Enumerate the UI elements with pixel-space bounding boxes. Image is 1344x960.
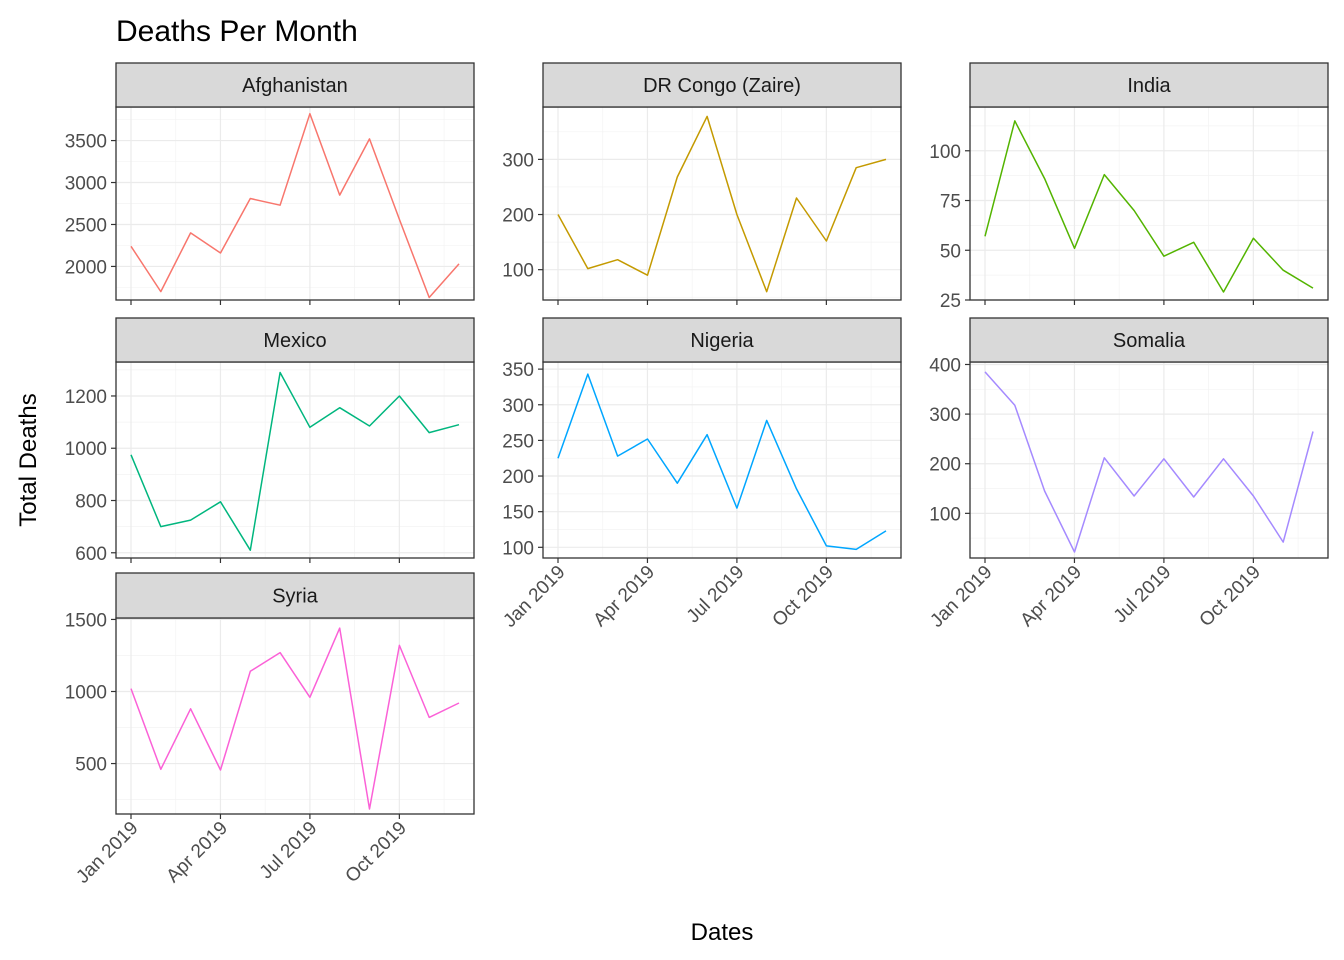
y-tick-label: 100 (502, 538, 534, 559)
y-tick-label: 1200 (65, 387, 107, 408)
x-axis-title: Dates (691, 919, 754, 946)
series-line-dr-congo-zaire (557, 115, 887, 293)
facet-strip (542, 317, 902, 363)
x-tick-label: Oct 2019 (342, 818, 411, 887)
series-line-afghanistan (130, 112, 460, 299)
facet-strip (115, 572, 475, 619)
y-tick-label: 200 (502, 206, 534, 227)
facet-strip (115, 317, 475, 363)
series-line-mexico (130, 371, 460, 551)
x-tick-label: Jul 2019 (256, 818, 322, 884)
panel-background (116, 618, 474, 814)
y-tick-label: 200 (502, 467, 534, 488)
facet-strip (969, 62, 1329, 108)
facet-label: Somalia (1113, 330, 1186, 352)
y-tick-label: 100 (502, 261, 534, 282)
facet-strip (969, 317, 1329, 363)
y-tick-label: 1000 (65, 439, 107, 460)
y-tick-label: 150 (502, 503, 534, 524)
panel-background (543, 107, 901, 300)
y-tick-label: 300 (929, 405, 961, 426)
panel-india: India 25 50 75 100 (929, 62, 1329, 312)
panel-nigeria: Nigeria 100 150 200 250 300 350 Jan 2019 Apr 201… (499, 317, 902, 632)
facet-label: Syria (272, 586, 318, 608)
facet-panels: Afghanistan 2000 2500 3000 3500 DR Congo (Zai… (65, 62, 1329, 888)
facet-label: Afghanistan (242, 75, 348, 97)
x-tick-label: Jan 2019 (72, 818, 142, 888)
x-tick-label: Oct 2019 (769, 562, 838, 631)
y-tick-label: 100 (929, 504, 961, 525)
x-tick-label: Jul 2019 (1110, 562, 1176, 628)
chart-title: Deaths Per Month (116, 15, 358, 48)
panel-background (116, 362, 474, 558)
y-tick-label: 25 (940, 291, 961, 312)
facet-strip (115, 62, 475, 108)
y-tick-label: 3000 (65, 174, 107, 195)
y-tick-label: 600 (75, 544, 107, 565)
y-tick-label: 1500 (65, 610, 107, 631)
y-tick-label: 350 (502, 360, 534, 381)
facet-label: DR Congo (Zaire) (643, 75, 801, 97)
y-tick-label: 100 (929, 142, 961, 163)
x-tick-label: Apr 2019 (1017, 562, 1086, 631)
y-tick-label: 200 (929, 455, 961, 476)
x-tick-label: Jan 2019 (499, 562, 569, 632)
y-tick-label: 1000 (65, 683, 107, 704)
y-tick-label: 300 (502, 396, 534, 417)
facet-label: Mexico (263, 330, 326, 352)
panel-syria: Syria 500 1000 1500 Jan 2019 Apr 2019 Jul 2019… (65, 572, 475, 888)
y-tick-label: 400 (929, 355, 961, 376)
panel-dr-congo-zaire: DR Congo (Zaire) 100 200 300 (502, 62, 902, 305)
x-tick-label: Apr 2019 (590, 562, 659, 631)
series-line-somalia (984, 371, 1314, 553)
y-tick-label: 2500 (65, 215, 107, 236)
panel-background (543, 362, 901, 558)
panel-afghanistan: Afghanistan 2000 2500 3000 3500 (65, 62, 475, 305)
y-tick-label: 75 (940, 192, 961, 213)
y-axis-title: Total Deaths (15, 393, 42, 526)
y-tick-label: 500 (75, 755, 107, 776)
facet-label: India (1127, 75, 1171, 97)
panel-mexico: Mexico 600 800 1000 1200 (65, 317, 475, 565)
x-tick-label: Oct 2019 (1196, 562, 1265, 631)
y-tick-label: 250 (502, 431, 534, 452)
y-tick-label: 2000 (65, 257, 107, 278)
x-tick-label: Jan 2019 (926, 562, 996, 632)
panel-background (970, 107, 1328, 300)
series-line-nigeria (557, 373, 887, 551)
facet-strip (542, 62, 902, 108)
panel-somalia: Somalia 100 200 300 400 Jan 2019 Apr 2019 Jul 2… (926, 317, 1329, 632)
x-tick-label: Jul 2019 (683, 562, 749, 628)
x-tick-label: Apr 2019 (163, 818, 232, 887)
y-tick-label: 50 (940, 241, 961, 262)
y-tick-label: 800 (75, 492, 107, 513)
series-line-india (984, 120, 1314, 293)
facet-label: Nigeria (690, 330, 754, 352)
series-line-syria (130, 627, 460, 810)
y-tick-label: 300 (502, 150, 534, 171)
y-tick-label: 3500 (65, 132, 107, 153)
